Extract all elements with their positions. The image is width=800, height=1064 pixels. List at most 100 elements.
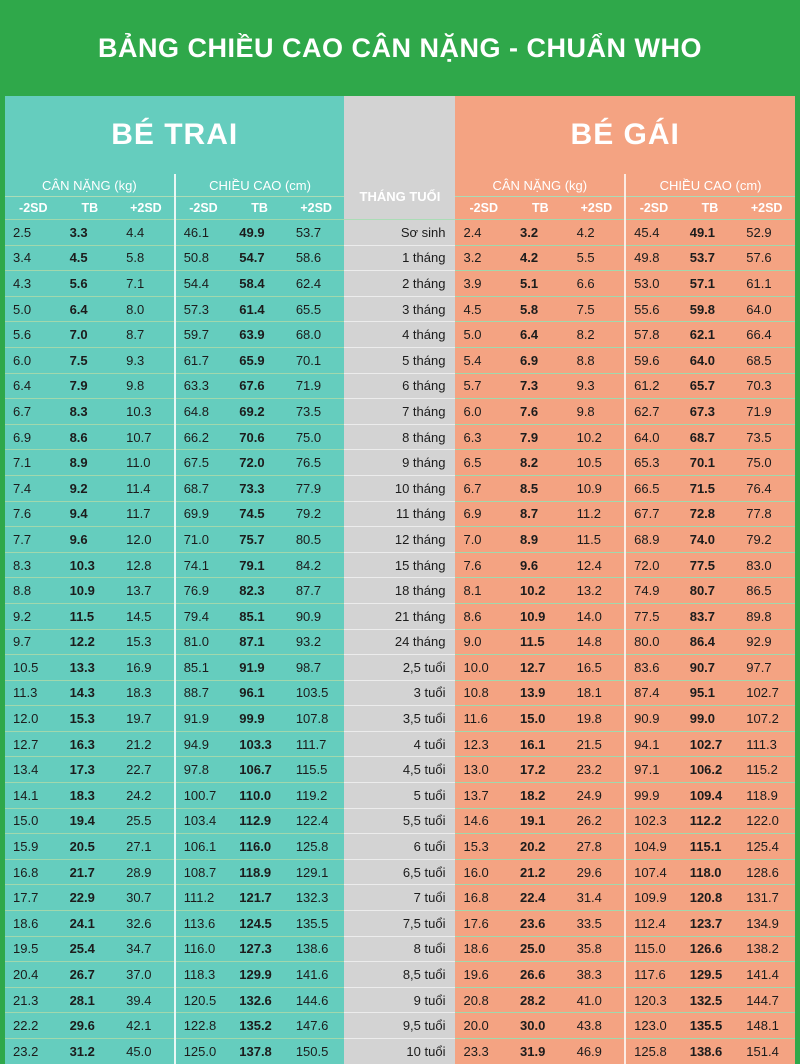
boys-height-tb-cell: 124.5 bbox=[231, 910, 288, 937]
girls-height-tb-cell: 72.8 bbox=[681, 500, 739, 527]
boys-weight-plus2sd-cell: 19.7 bbox=[118, 705, 175, 732]
girls-weight-tb-cell: 11.5 bbox=[512, 628, 569, 655]
boys-weight-tb-cell: 7.9 bbox=[61, 372, 119, 399]
boys-weight-header: CÂN NẶNG (kg) bbox=[5, 174, 175, 197]
boys-weight-tb-cell: 17.3 bbox=[61, 756, 119, 783]
boys-height-minus2sd-cell: 54.4 bbox=[173, 270, 232, 297]
table-row: 15.0 19.4 25.5 103.4 112.9 122.4 5,5 tuổi 14.6 1… bbox=[5, 807, 795, 834]
boys-height-plus2sd-cell: 68.0 bbox=[287, 321, 345, 348]
table-row: 13.4 17.3 22.7 97.8 106.7 115.5 4,5 tuổi 13.0 17… bbox=[5, 756, 795, 783]
girls-height-plus2sd-cell: 111.3 bbox=[738, 730, 795, 757]
boys-height-minus2sd-cell: 103.4 bbox=[173, 807, 232, 834]
age-cell: 5 tuổi bbox=[344, 782, 456, 809]
boys-weight-tb-cell: 14.3 bbox=[61, 679, 119, 706]
girls-height-tb-cell: 115.1 bbox=[681, 833, 739, 860]
girls-height-plus2sd-cell: 128.6 bbox=[738, 858, 795, 885]
table-row: 7.7 9.6 12.0 71.0 75.7 80.5 12 tháng 7.0 8.9 11.5… bbox=[5, 526, 795, 553]
boys-height-tb-cell: 132.6 bbox=[231, 986, 288, 1013]
girls-height-tb-header: TB bbox=[681, 196, 739, 220]
boys-weight-minus2sd-cell: 23.2 bbox=[5, 1037, 62, 1064]
girls-height-plus2sd-cell: 131.7 bbox=[738, 884, 795, 911]
boys-height-minus2sd-cell: 63.3 bbox=[173, 372, 232, 399]
boys-height-minus2sd-cell: 85.1 bbox=[173, 654, 232, 681]
table-row: 7.4 9.2 11.4 68.7 73.3 77.9 10 tháng 6.7 8.5 10.9… bbox=[5, 474, 795, 502]
age-cell: 8 tháng bbox=[344, 423, 456, 450]
boys-weight-minus2sd-cell: 18.6 bbox=[5, 910, 62, 937]
boys-height-minus2sd-cell: 46.1 bbox=[173, 219, 232, 246]
boys-weight-plus2sd-cell: 15.3 bbox=[118, 628, 175, 655]
boys-weight-minus2sd-cell: 10.5 bbox=[5, 654, 62, 681]
girls-height-minus2sd-cell: 99.9 bbox=[624, 782, 682, 809]
girls-height-plus2sd-cell: 148.1 bbox=[738, 1012, 795, 1039]
boys-height-plus2sd-cell: 70.1 bbox=[287, 346, 345, 374]
boys-height-tb-cell: 70.6 bbox=[231, 423, 288, 450]
boys-weight-plus2sd-cell: 22.7 bbox=[118, 756, 175, 783]
girls-height-minus2sd-cell: 45.4 bbox=[624, 219, 682, 246]
girls-weight-plus2sd-cell: 4.2 bbox=[568, 219, 626, 246]
boys-weight-minus2sd-cell: 7.1 bbox=[5, 449, 62, 476]
age-cell: 5 tháng bbox=[344, 346, 456, 374]
girls-height-minus2sd-cell: 65.3 bbox=[624, 449, 682, 476]
girls-weight-minus2sd-cell: 5.7 bbox=[455, 372, 513, 399]
girls-weight-tb-cell: 25.0 bbox=[512, 935, 569, 962]
table-row: 12.7 16.3 21.2 94.9 103.3 111.7 4 tuổi 12.3 16.1… bbox=[5, 730, 795, 757]
table-row: 22.2 29.6 42.1 122.8 135.2 147.6 9,5 tuổi 20.0 3… bbox=[5, 1012, 795, 1039]
girls-height-plus2sd-cell: 66.4 bbox=[738, 321, 795, 348]
boys-height-minus2sd-cell: 108.7 bbox=[173, 858, 232, 885]
table-row: 6.7 8.3 10.3 64.8 69.2 73.5 7 tháng 6.0 7.6 9.8 62… bbox=[5, 398, 795, 425]
boys-weight-tb-cell: 7.0 bbox=[61, 321, 119, 348]
boys-height-tb-cell: 58.4 bbox=[231, 270, 288, 297]
girls-height-minus2sd-cell: 72.0 bbox=[624, 551, 682, 578]
boys-weight-plus2sd-header: +2SD bbox=[118, 196, 175, 220]
boys-weight-tb-cell: 9.2 bbox=[61, 474, 119, 502]
boys-height-minus2sd-cell: 113.6 bbox=[173, 910, 232, 937]
boys-section-label: BÉ TRAI bbox=[5, 96, 345, 174]
boys-weight-plus2sd-cell: 11.4 bbox=[118, 474, 175, 502]
boys-weight-plus2sd-cell: 8.0 bbox=[118, 295, 175, 322]
girls-weight-plus2sd-cell: 18.1 bbox=[568, 679, 626, 706]
table-row: 5.6 7.0 8.7 59.7 63.9 68.0 4 tháng 5.0 6.4 8.2 57.… bbox=[5, 321, 795, 348]
boys-height-tb-cell: 99.9 bbox=[231, 705, 288, 732]
girls-weight-plus2sd-cell: 41.0 bbox=[568, 986, 626, 1013]
girls-height-plus2sd-cell: 70.3 bbox=[738, 372, 795, 399]
boys-height-tb-cell: 72.0 bbox=[231, 449, 288, 476]
girls-weight-tb-cell: 8.5 bbox=[512, 474, 569, 502]
girls-weight-minus2sd-cell: 10.0 bbox=[455, 654, 513, 681]
girls-height-plus2sd-cell: 75.0 bbox=[738, 449, 795, 476]
girls-weight-tb-cell: 6.4 bbox=[512, 321, 569, 348]
girls-weight-minus2sd-cell: 8.1 bbox=[455, 577, 513, 604]
girls-weight-tb-cell: 30.0 bbox=[512, 1012, 569, 1039]
table-row: 15.9 20.5 27.1 106.1 116.0 125.8 6 tuổi 15.3 20.… bbox=[5, 833, 795, 860]
boys-weight-plus2sd-cell: 42.1 bbox=[118, 1012, 175, 1039]
girls-weight-minus2sd-cell: 5.0 bbox=[455, 321, 513, 348]
boys-weight-plus2sd-cell: 27.1 bbox=[118, 833, 175, 860]
age-cell: 9 tháng bbox=[344, 449, 456, 476]
boys-weight-minus2sd-cell: 19.5 bbox=[5, 935, 62, 962]
table-row: 20.4 26.7 37.0 118.3 129.9 141.6 8,5 tuổi 19.6 2… bbox=[5, 961, 795, 988]
girls-height-plus2sd-cell: 79.2 bbox=[738, 526, 795, 553]
girls-weight-tb-cell: 28.2 bbox=[512, 986, 569, 1013]
table-row: 3.4 4.5 5.8 50.8 54.7 58.6 1 tháng 3.2 4.2 5.5 49.… bbox=[5, 244, 795, 271]
boys-height-plus2sd-cell: 107.8 bbox=[287, 705, 345, 732]
boys-weight-minus2sd-cell: 6.9 bbox=[5, 423, 62, 450]
girls-weight-minus2sd-cell: 20.0 bbox=[455, 1012, 513, 1039]
girls-weight-minus2sd-cell: 20.8 bbox=[455, 986, 513, 1013]
boys-weight-plus2sd-cell: 11.7 bbox=[118, 500, 175, 527]
girls-height-tb-cell: 126.6 bbox=[681, 935, 739, 962]
age-cell: 3 tuổi bbox=[344, 679, 456, 706]
boys-weight-minus2sd-cell: 6.7 bbox=[5, 398, 62, 425]
girls-height-minus2sd-cell: 117.6 bbox=[624, 961, 682, 988]
boys-weight-plus2sd-cell: 34.7 bbox=[118, 935, 175, 962]
boys-height-plus2sd-cell: 115.5 bbox=[287, 756, 345, 783]
girls-height-plus2sd-cell: 115.2 bbox=[738, 756, 795, 783]
boys-weight-minus2sd-cell: 12.7 bbox=[5, 730, 62, 757]
girls-height-minus2sd-cell: 94.1 bbox=[624, 730, 682, 757]
table-row: 10.5 13.3 16.9 85.1 91.9 98.7 2,5 tuổi 10.0 12.7… bbox=[5, 654, 795, 681]
boys-height-minus2sd-cell: 50.8 bbox=[173, 244, 232, 271]
girls-weight-plus2sd-cell: 16.5 bbox=[568, 654, 626, 681]
age-cell: 7 tuổi bbox=[344, 884, 456, 911]
boys-height-plus2sd-cell: 132.3 bbox=[287, 884, 345, 911]
boys-height-plus2sd-cell: 150.5 bbox=[287, 1037, 345, 1064]
girls-height-plus2sd-header: +2SD bbox=[738, 196, 795, 220]
boys-weight-plus2sd-cell: 24.2 bbox=[118, 782, 175, 809]
